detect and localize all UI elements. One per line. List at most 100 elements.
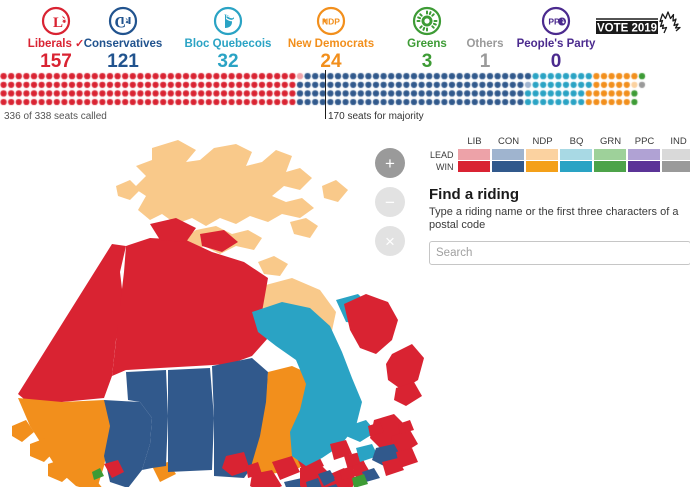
swatch (661, 161, 690, 172)
conservative-party-logo: C (108, 6, 138, 36)
party-summary-strip: L Liberals ✓ 157 C Conservatives 121 Bloc … (0, 0, 690, 72)
map-region-yukon[interactable] (18, 244, 126, 404)
legend-col-ind: IND (670, 136, 687, 147)
map-region-newfoundland[interactable] (344, 294, 424, 406)
party-seats-grn: 3 (421, 51, 433, 72)
map-region-british-columbia[interactable] (12, 398, 176, 487)
find-a-riding-panel: Find a riding Type a riding name or the … (429, 186, 690, 265)
map-region-northwest-territories[interactable] (112, 218, 268, 376)
green-party-logo (412, 6, 442, 36)
map-region-manitoba[interactable] (212, 358, 268, 478)
swatch (491, 149, 524, 160)
legend-col-lib: LIB (467, 136, 482, 147)
swatch (525, 149, 558, 160)
legend-swatch-ppc-win (627, 161, 662, 173)
no-logo-placeholder (470, 6, 500, 36)
close-icon: × (385, 231, 395, 251)
map-zoom-controls[interactable]: + − × (375, 148, 407, 265)
legend-swatch-con-win (491, 161, 526, 173)
legend-swatch-ndp-win (525, 161, 560, 173)
legend-col-con: CON (497, 136, 520, 147)
legend-row-win: WIN (429, 161, 690, 173)
party-summary-lib[interactable]: L Liberals ✓ 157 (10, 6, 102, 72)
ndp-logo: NDP (316, 6, 346, 36)
legend-header-row: LIB CON NDP BQ GRN PPC IND (429, 136, 690, 149)
legend-swatch-bq-lead (559, 149, 594, 161)
vote-2019-logo: VOTE 2019 (596, 11, 681, 35)
legend-col-bq: BQ (569, 136, 584, 147)
party-name-lib: Liberals ✓ (27, 38, 85, 50)
party-summary-ppc[interactable]: PP People's Party 0 (508, 6, 604, 72)
party-name-con: Conservatives (83, 38, 163, 50)
seats-called-label: 336 of 338 seats called (4, 111, 107, 122)
canada-map-svg[interactable] (0, 126, 425, 487)
minus-icon: − (385, 192, 395, 212)
party-summary-con[interactable]: C Conservatives 121 (73, 6, 173, 72)
legend-swatch-lib-win (457, 161, 492, 173)
conservative-party-logo: C (108, 6, 138, 36)
svg-text:C: C (115, 15, 127, 32)
swatch (661, 149, 690, 160)
majority-threshold-tick (325, 110, 326, 119)
liberal-party-logo: L (41, 6, 71, 36)
swatch (627, 149, 660, 160)
ndp-logo: NDP (316, 6, 346, 36)
party-name-bq: Bloc Quebecois (184, 38, 272, 50)
green-party-logo (412, 6, 442, 36)
party-name-ind: Others (466, 38, 504, 50)
bloc-quebecois-logo (213, 6, 243, 36)
party-summary-ndp[interactable]: NDP New Democrats 24 (280, 6, 382, 72)
map-region-alberta[interactable] (126, 370, 168, 470)
swatch (491, 161, 524, 172)
svg-text:NDP: NDP (322, 17, 340, 27)
legend-col-ppc: PPC (634, 136, 655, 147)
map-reset-button[interactable]: × (375, 226, 405, 256)
party-seats-bq: 32 (217, 51, 239, 72)
peoples-party-logo: PP (541, 6, 571, 36)
party-summary-ind[interactable]: Others 1 (457, 6, 513, 72)
party-name-ndp: New Democrats (287, 38, 375, 50)
swatch (525, 161, 558, 172)
legend-swatch-ind-lead (661, 149, 690, 161)
party-seats-con: 121 (107, 51, 139, 72)
plus-icon: + (385, 153, 395, 173)
zoom-out-button[interactable]: − (375, 187, 405, 217)
swatch (593, 149, 626, 160)
bloc-quebecois-logo (213, 6, 243, 36)
swatch (627, 161, 660, 172)
legend-row-lead: LEAD (429, 149, 690, 161)
svg-text:PP: PP (548, 17, 560, 27)
leading-check-lib: ✓ (71, 38, 85, 50)
legend-swatch-ndp-lead (525, 149, 560, 161)
legend-row-label-win: WIN (436, 162, 454, 172)
party-seats-lib: 157 (40, 51, 72, 72)
seat-dot-chart (0, 72, 690, 108)
swatch (593, 161, 626, 172)
party-summary-grn[interactable]: Greens 3 (396, 6, 458, 72)
legend-swatch-con-lead (491, 149, 526, 161)
swatch (559, 149, 592, 160)
map-region-maritimes[interactable] (368, 414, 418, 476)
map-region-quebec[interactable] (252, 294, 380, 487)
vote-2019-text: VOTE 2019 (597, 23, 657, 35)
legend-swatch-lib-lead (457, 149, 492, 161)
vote-2019-badge: VOTE 2019 (594, 8, 686, 38)
canada-map[interactable] (0, 126, 425, 487)
party-summary-bq[interactable]: Bloc Quebecois 32 (178, 6, 278, 72)
legend-table: LIB CON NDP BQ GRN PPC IND LEAD WIN (429, 136, 690, 173)
swatch (559, 161, 592, 172)
maple-leaf-icon (659, 11, 681, 34)
seat-dot-canvas (0, 72, 690, 108)
party-seats-ind: 1 (479, 51, 491, 72)
legend-corner (429, 136, 458, 149)
legend-row-label-lead: LEAD (430, 150, 454, 160)
party-name-ppc: People's Party (516, 38, 596, 50)
svg-text:L: L (53, 15, 63, 31)
swatch (457, 149, 490, 160)
map-region-saskatchewan[interactable] (168, 368, 214, 472)
riding-search-input[interactable] (429, 241, 690, 265)
liberal-party-logo: L (41, 6, 71, 36)
zoom-in-button[interactable]: + (375, 148, 405, 178)
legend-swatch-bq-win (559, 161, 594, 173)
legend-col-ndp: NDP (532, 136, 553, 147)
